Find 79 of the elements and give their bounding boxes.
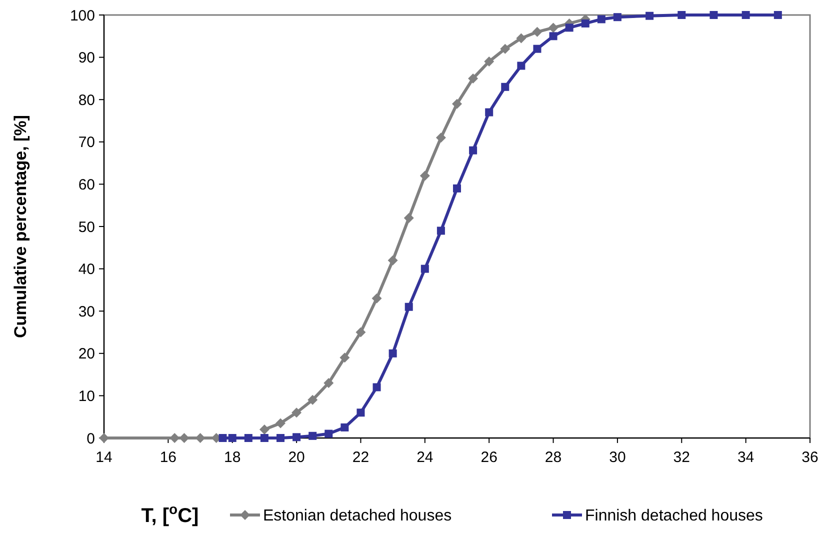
point xyxy=(565,24,574,32)
point xyxy=(404,213,414,224)
legend-label: Finnish detached houses xyxy=(585,508,763,525)
point xyxy=(372,383,381,392)
x-tick-label: 16 xyxy=(160,449,177,466)
y-tick-label: 70 xyxy=(78,134,95,152)
y-tick-label: 30 xyxy=(78,303,95,320)
point xyxy=(308,394,318,405)
point xyxy=(774,11,782,19)
x-tick-label: 22 xyxy=(352,449,370,466)
x-tick-label: 32 xyxy=(673,449,690,466)
y-tick-label: 10 xyxy=(78,388,95,405)
point xyxy=(228,434,236,442)
point xyxy=(710,11,718,19)
point xyxy=(308,432,317,440)
point xyxy=(420,264,429,273)
point xyxy=(549,32,558,40)
legend-label: Estonian detached houses xyxy=(263,508,452,525)
y-tick-label: 80 xyxy=(78,92,95,109)
point xyxy=(646,12,654,20)
point xyxy=(468,73,478,84)
point xyxy=(742,11,750,19)
x-tick-label: 14 xyxy=(96,449,112,466)
y-tick-label: 100 xyxy=(70,7,95,24)
x-tick-label: 20 xyxy=(288,449,305,466)
point xyxy=(548,22,558,33)
point xyxy=(501,82,510,91)
point xyxy=(613,13,622,22)
x-tick-label: 30 xyxy=(609,449,626,466)
point xyxy=(469,146,478,154)
point xyxy=(453,184,461,192)
point xyxy=(532,26,542,37)
point xyxy=(292,433,301,442)
x-tick-label: 24 xyxy=(416,449,434,466)
x-tick-label: 34 xyxy=(737,449,754,466)
point xyxy=(218,434,227,442)
point xyxy=(597,15,606,24)
point xyxy=(436,226,445,235)
point xyxy=(372,293,382,304)
point xyxy=(324,430,333,438)
point xyxy=(195,433,206,443)
y-tick-label: 20 xyxy=(78,346,95,363)
point xyxy=(581,19,590,28)
point xyxy=(244,434,252,442)
point xyxy=(420,170,430,181)
point xyxy=(388,255,398,266)
y-axis-title: Cumulative percentage, [%] xyxy=(11,115,30,338)
point xyxy=(452,98,462,109)
x-tick-label: 28 xyxy=(544,449,562,466)
x-tick-label: 36 xyxy=(802,449,818,466)
point xyxy=(484,56,494,67)
y-tick-label: 90 xyxy=(78,50,95,67)
point xyxy=(500,44,510,54)
y-tick-label: 40 xyxy=(78,261,95,278)
point xyxy=(678,11,686,19)
x-tick-label: 18 xyxy=(224,449,241,466)
point xyxy=(356,408,365,417)
y-tick-label: 0 xyxy=(86,430,95,448)
point xyxy=(179,433,190,443)
point xyxy=(276,418,286,428)
point xyxy=(404,302,413,311)
point xyxy=(340,423,349,432)
point xyxy=(340,352,350,363)
point xyxy=(533,44,542,53)
point xyxy=(259,424,270,435)
point xyxy=(517,62,526,70)
point xyxy=(260,434,268,442)
point xyxy=(516,33,526,44)
point xyxy=(292,408,302,418)
y-tick-label: 60 xyxy=(78,176,95,194)
x-tick-label: 26 xyxy=(480,449,498,466)
point xyxy=(324,378,334,388)
point xyxy=(485,108,494,116)
point xyxy=(356,327,366,338)
y-tick-label: 50 xyxy=(78,218,95,236)
x-axis-title: T, [$^{o}$C] xyxy=(141,501,199,527)
point xyxy=(436,132,446,143)
point xyxy=(388,349,397,358)
point xyxy=(276,434,284,442)
